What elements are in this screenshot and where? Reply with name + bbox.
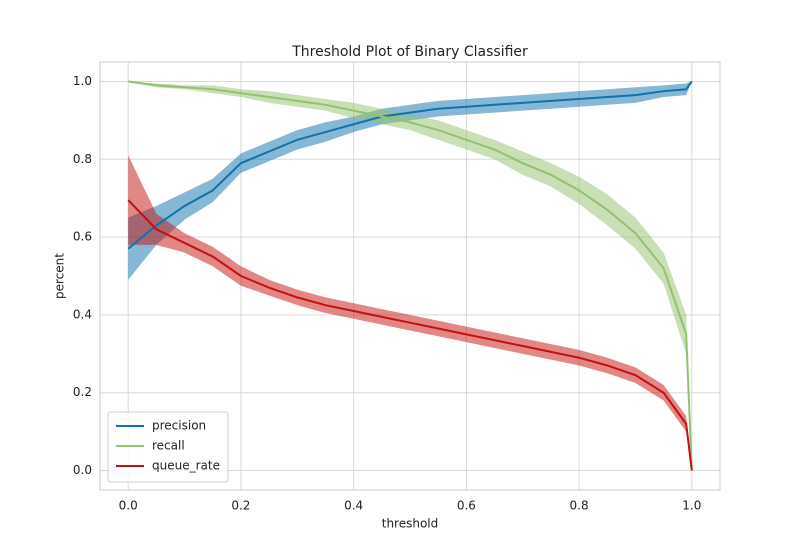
x-tick-label: 0.4 [344, 499, 363, 513]
confidence-band [128, 81, 692, 280]
y-tick-label: 0.6 [73, 230, 92, 244]
x-tick-label: 1.0 [682, 499, 701, 513]
y-tick-label: 0.0 [73, 463, 92, 477]
x-tick-label: 0.8 [570, 499, 589, 513]
x-tick-label: 0.2 [231, 499, 250, 513]
y-tick-label: 1.0 [73, 74, 92, 88]
plot-frame [99, 61, 721, 491]
x-tick-label: 0.6 [457, 499, 476, 513]
confidence-band [128, 81, 692, 471]
x-tick-label: 0.0 [119, 499, 138, 513]
legend-label: precision [152, 419, 206, 433]
line [128, 80, 693, 471]
y-tick-label: 0.2 [73, 385, 92, 399]
legend-label: queue_rate [152, 459, 220, 473]
chart-title: Threshold Plot of Binary Classifier [291, 44, 528, 60]
y-tick-label: 0.8 [73, 152, 92, 166]
x-axis-label: threshold [382, 517, 439, 531]
legend-box [107, 411, 229, 483]
y-axis-label: percent [53, 253, 67, 299]
line [127, 199, 693, 471]
y-tick-label: 0.4 [73, 307, 92, 321]
line [127, 80, 693, 250]
legend-label: recall [152, 439, 185, 453]
